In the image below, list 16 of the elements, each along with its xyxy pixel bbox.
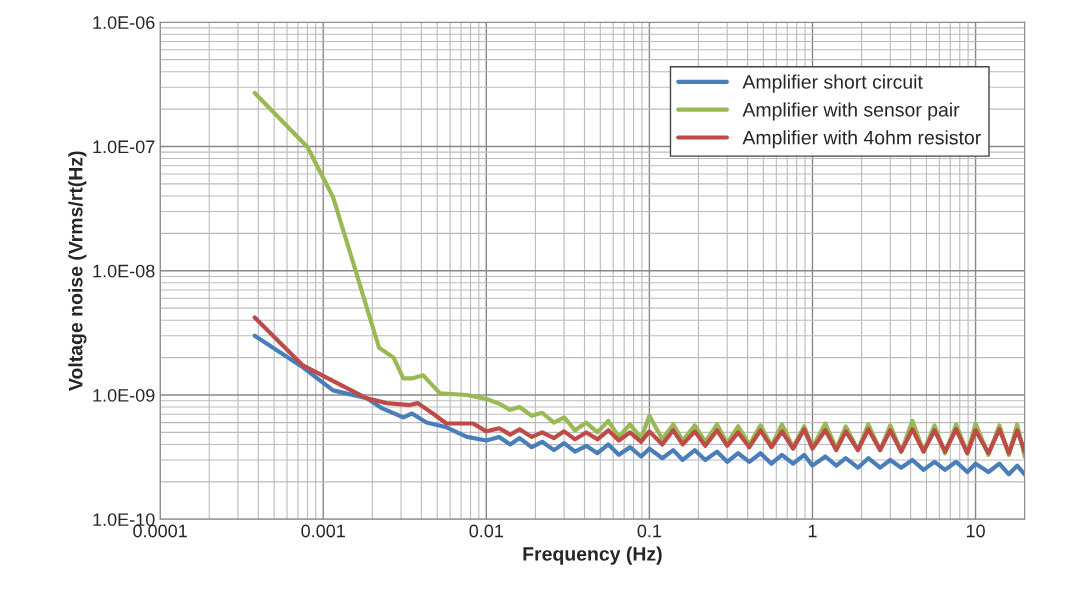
legend-label: Amplifier with 4ohm resistor xyxy=(742,130,981,149)
y-axis-title: Voltage noise (Vrms/rt(Hz) xyxy=(68,151,87,391)
legend-label: Amplifier short circuit xyxy=(742,74,923,93)
y-tick-label: 1.0E-08 xyxy=(93,264,155,278)
y-tick-label: 1.0E-07 xyxy=(93,140,155,154)
x-axis-title: Frequency (Hz) xyxy=(523,546,662,565)
y-tick-label: 1.0E-10 xyxy=(93,513,155,526)
x-tick-label: 0.1 xyxy=(637,524,662,538)
y-tick-label: 1.0E-09 xyxy=(93,388,155,402)
x-tick-label: 1 xyxy=(808,524,817,538)
x-tick-label: 0.001 xyxy=(301,524,345,538)
x-tick-label: 10 xyxy=(966,524,985,538)
legend-label: Amplifier with sensor pair xyxy=(742,102,960,121)
y-tick-label: 1.0E-06 xyxy=(93,16,155,29)
x-tick-label: 0.0001 xyxy=(133,524,187,538)
x-tick-label: 0.01 xyxy=(469,524,503,538)
